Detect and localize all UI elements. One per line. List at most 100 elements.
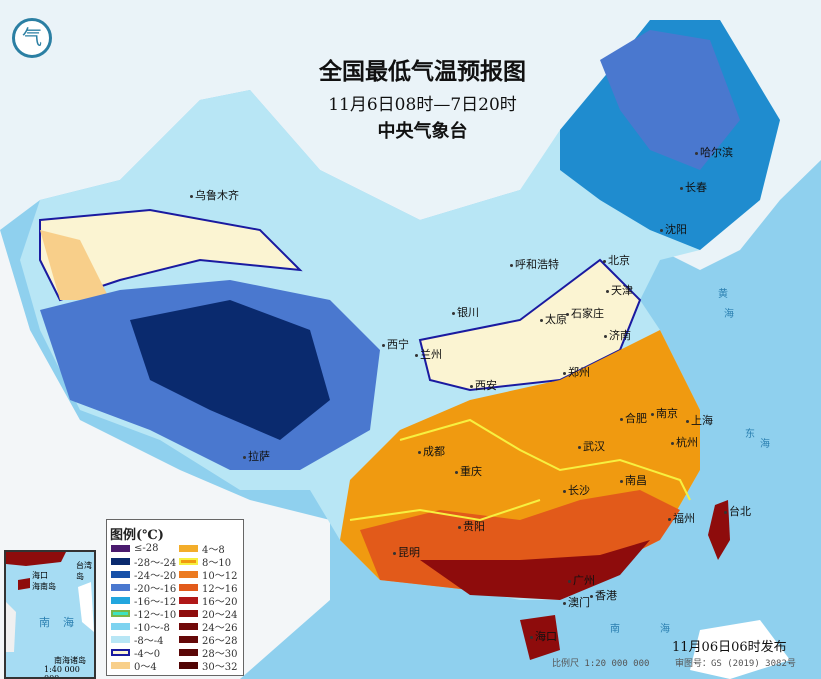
inset-label: 海	[63, 616, 74, 629]
legend-item: 8～10	[179, 555, 237, 569]
city-label: 南昌	[620, 472, 647, 488]
city-label: 上海	[686, 412, 713, 428]
legend-swatch	[179, 584, 198, 591]
sea-label: 海	[724, 309, 734, 320]
legend-item: 16～20	[179, 594, 237, 608]
legend-label: 20～24	[202, 610, 238, 621]
legend-label: -24～-20	[134, 571, 177, 582]
legend-label: -10～-8	[134, 623, 170, 634]
city-label: 济南	[604, 327, 631, 343]
city-label: 西宁	[382, 336, 409, 352]
legend-label: -28～-24	[134, 558, 177, 569]
city-label: 北京	[603, 252, 630, 268]
legend-label: -8～-4	[134, 636, 164, 647]
legend-item: -12～-10	[111, 607, 176, 621]
city-label: 郑州	[563, 364, 590, 380]
legend-item: 30～32	[179, 659, 238, 673]
legend-swatch	[111, 597, 130, 604]
legend-swatch	[111, 584, 130, 591]
city-label: 贵阳	[458, 518, 485, 534]
legend-label: 24～26	[202, 623, 238, 634]
legend-label: 8～10	[202, 558, 232, 569]
legend-swatch	[179, 649, 198, 656]
forecast-period: 11月6日08时—7日20时	[328, 95, 517, 115]
legend: 图例(℃) ≤-28 -28～-24 -24～-20 -20～-16 -16～-12 -1…	[106, 519, 244, 676]
inset-label: 台湾岛	[76, 561, 92, 581]
legend-label: -20～-16	[134, 584, 177, 595]
city-label: 哈尔滨	[695, 144, 733, 160]
map-title: 全国最低气温预报图	[319, 58, 526, 85]
legend-item: -16～-12	[111, 594, 177, 608]
review-number: 审图号：GS (2019) 3082号	[675, 659, 796, 669]
legend-title: 图例(℃)	[110, 528, 164, 543]
yellow-isotherm	[349, 418, 691, 522]
legend-item: 20～24	[179, 607, 238, 621]
sea-label: 海	[660, 624, 670, 635]
city-label: 西安	[470, 377, 497, 393]
sea-label: 东	[745, 429, 755, 440]
legend-swatch	[111, 623, 130, 630]
city-label: 台北	[724, 503, 751, 519]
city-label: 昆明	[393, 544, 420, 560]
legend-item: -4～0	[111, 646, 176, 660]
city-label: 乌鲁木齐	[190, 187, 239, 203]
legend-swatch	[179, 571, 198, 578]
legend-item: 28～30	[179, 646, 238, 660]
legend-item: 0～4	[111, 659, 176, 673]
legend-swatch	[111, 649, 130, 656]
legend-label: 26～28	[202, 636, 238, 647]
inset-scale: 1:40 000 000	[44, 665, 80, 679]
legend-item: 10～12	[179, 568, 237, 582]
inset-label: 海口	[32, 571, 48, 580]
legend-swatch	[111, 636, 130, 643]
legend-item: -24～-20	[111, 568, 177, 582]
city-label: 澳门	[563, 594, 590, 610]
city-label: 呼和浩特	[510, 256, 559, 272]
legend-label: 4～8	[202, 545, 225, 556]
legend-swatch	[179, 558, 198, 565]
legend-label: 12～16	[202, 584, 238, 595]
city-label: 长春	[680, 179, 707, 195]
inset-label: 南海诸岛	[54, 656, 86, 665]
legend-item: 26～28	[179, 633, 238, 647]
inset-label: 海南岛	[32, 582, 56, 591]
city-label: 香港	[590, 587, 617, 603]
legend-label: 30～32	[202, 662, 238, 673]
legend-label: 28～30	[202, 649, 238, 660]
legend-swatch	[179, 610, 198, 617]
city-label: 重庆	[455, 463, 482, 479]
city-label: 福州	[668, 510, 695, 526]
legend-label: -16～-12	[134, 597, 177, 608]
city-label: 天津	[606, 282, 633, 298]
city-label: 银川	[452, 304, 479, 320]
city-label: 太原	[540, 311, 567, 327]
legend-item: -8～-4	[111, 633, 176, 647]
city-label: 沈阳	[660, 221, 687, 237]
legend-item: -20～-16	[111, 581, 177, 595]
city-label: 拉萨	[243, 448, 270, 464]
sea-label: 南	[610, 624, 620, 635]
legend-item: 4～8	[179, 542, 237, 556]
legend-item: 12～16	[179, 581, 238, 595]
legend-label: ≤-28	[134, 543, 159, 554]
city-label: 合肥	[620, 410, 647, 426]
city-label: 石家庄	[566, 305, 604, 321]
tibet-core	[130, 300, 330, 440]
city-label: 长沙	[563, 482, 590, 498]
tarim-west	[40, 230, 110, 300]
sea-label: 黄	[718, 289, 728, 300]
legend-label: -4～0	[134, 649, 161, 660]
legend-swatch	[111, 558, 130, 565]
xinjiang-basin-warm	[39, 208, 303, 302]
legend-item: 24～26	[179, 620, 238, 634]
sea-label: 海	[760, 439, 770, 450]
map-scale: 比例尺 1:20 000 000	[552, 659, 650, 669]
city-label: 南京	[651, 405, 678, 421]
legend-swatch	[111, 545, 130, 552]
legend-item: -28～-24	[111, 555, 177, 569]
city-label: 武汉	[578, 438, 605, 454]
legend-swatch	[179, 623, 198, 630]
city-label: 广州	[568, 572, 595, 588]
legend-item: ≤-28	[111, 542, 176, 555]
city-label: 杭州	[671, 434, 698, 450]
